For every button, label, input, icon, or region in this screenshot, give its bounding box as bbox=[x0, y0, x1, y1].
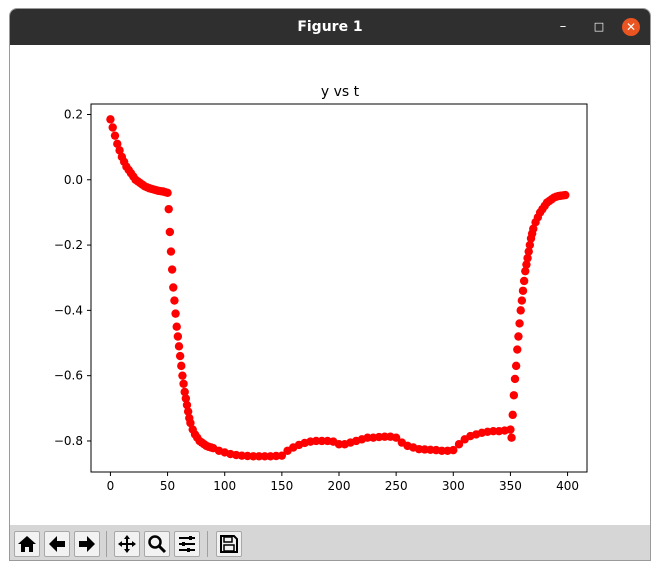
data-point bbox=[110, 131, 120, 140]
data-point bbox=[173, 332, 183, 341]
data-point bbox=[180, 387, 189, 397]
back-icon bbox=[49, 536, 65, 552]
home-icon bbox=[18, 536, 36, 552]
data-point bbox=[175, 351, 185, 361]
figure-window: Figure 1 – □ ✕ y vs t 0 50 100 150 200 250 300… bbox=[9, 8, 651, 561]
data-point bbox=[561, 190, 570, 200]
data-point bbox=[523, 253, 532, 263]
x-tick-label: 0 bbox=[107, 479, 115, 493]
title-bar[interactable]: Figure 1 – □ ✕ bbox=[10, 9, 650, 45]
y-tick-label: −0.8 bbox=[54, 434, 83, 448]
data-point bbox=[177, 361, 186, 371]
data-point bbox=[513, 345, 522, 354]
data-point bbox=[506, 425, 515, 434]
data-point bbox=[508, 410, 517, 420]
configure-subplots-icon bbox=[179, 536, 195, 552]
data-point bbox=[277, 451, 287, 460]
data-point bbox=[170, 296, 179, 305]
x-tick-label: 50 bbox=[160, 479, 175, 493]
data-point bbox=[106, 115, 115, 124]
data-point bbox=[391, 433, 401, 442]
maximize-button[interactable]: □ bbox=[593, 20, 605, 33]
x-tick-label: 300 bbox=[442, 479, 465, 493]
data-point bbox=[167, 265, 177, 274]
data-point bbox=[165, 227, 175, 237]
data-point bbox=[507, 433, 516, 442]
toolbar-separator bbox=[207, 531, 208, 557]
data-point bbox=[178, 371, 187, 380]
x-tick-label: 150 bbox=[270, 479, 293, 493]
pan-button[interactable] bbox=[114, 531, 140, 557]
x-tick-label: 400 bbox=[556, 479, 579, 493]
data-point bbox=[115, 146, 124, 155]
data-point bbox=[163, 188, 172, 198]
forward-icon bbox=[79, 536, 95, 552]
data-point bbox=[510, 374, 520, 384]
data-point bbox=[511, 361, 521, 371]
y-tick-label: −0.6 bbox=[54, 369, 83, 383]
home-button[interactable] bbox=[14, 531, 40, 557]
data-point bbox=[525, 240, 535, 250]
toolbar-separator bbox=[106, 531, 107, 557]
data-point bbox=[517, 296, 527, 305]
window-title: Figure 1 bbox=[297, 19, 363, 35]
data-point bbox=[174, 342, 184, 351]
data-point bbox=[172, 322, 181, 331]
close-button[interactable]: ✕ bbox=[622, 18, 640, 36]
data-point bbox=[529, 224, 538, 233]
pan-icon bbox=[118, 535, 136, 553]
y-tick-label: −0.2 bbox=[54, 238, 83, 252]
minimize-button[interactable]: – bbox=[559, 19, 567, 34]
x-tick-label: 350 bbox=[499, 479, 522, 493]
data-point bbox=[519, 276, 529, 286]
data-point bbox=[164, 204, 173, 214]
y-tick-label: 0.2 bbox=[64, 107, 83, 121]
data-point bbox=[515, 319, 524, 328]
save-icon bbox=[220, 535, 238, 553]
x-tick-label: 250 bbox=[385, 479, 408, 493]
forward-button[interactable] bbox=[74, 531, 100, 557]
data-point bbox=[182, 400, 192, 410]
data-point bbox=[113, 139, 122, 149]
data-point bbox=[186, 418, 195, 428]
chart-title: y vs t bbox=[321, 84, 360, 100]
data-point bbox=[181, 394, 191, 403]
data-point bbox=[524, 247, 533, 256]
configure-subplots-button[interactable] bbox=[174, 531, 200, 557]
data-point bbox=[183, 407, 193, 416]
navigation-toolbar bbox=[10, 525, 650, 560]
zoom-icon bbox=[148, 535, 167, 554]
x-tick-label: 100 bbox=[213, 479, 236, 493]
data-point bbox=[516, 306, 525, 315]
data-point bbox=[514, 332, 523, 341]
data-point bbox=[518, 286, 528, 295]
data-point bbox=[108, 123, 117, 132]
data-point bbox=[179, 379, 188, 389]
data-point bbox=[454, 440, 464, 449]
data-point bbox=[521, 266, 530, 276]
figure-canvas[interactable]: y vs t 0 50 100 150 200 250 300 350 400 0.2 0.0 −0… bbox=[10, 45, 650, 525]
data-point bbox=[166, 247, 176, 256]
data-point bbox=[171, 309, 180, 318]
data-point bbox=[522, 260, 531, 269]
data-point bbox=[509, 391, 519, 400]
y-tick-label: −0.4 bbox=[54, 303, 83, 317]
save-button[interactable] bbox=[216, 531, 242, 557]
x-tick-label: 200 bbox=[328, 479, 351, 493]
scatter-chart: y vs t 0 50 100 150 200 250 300 350 400 0.2 0.0 −0… bbox=[54, 84, 588, 493]
back-button[interactable] bbox=[44, 531, 70, 557]
data-point bbox=[169, 283, 178, 292]
y-tick-label: 0.0 bbox=[64, 173, 83, 187]
data-point bbox=[449, 445, 458, 455]
zoom-button[interactable] bbox=[144, 531, 170, 557]
